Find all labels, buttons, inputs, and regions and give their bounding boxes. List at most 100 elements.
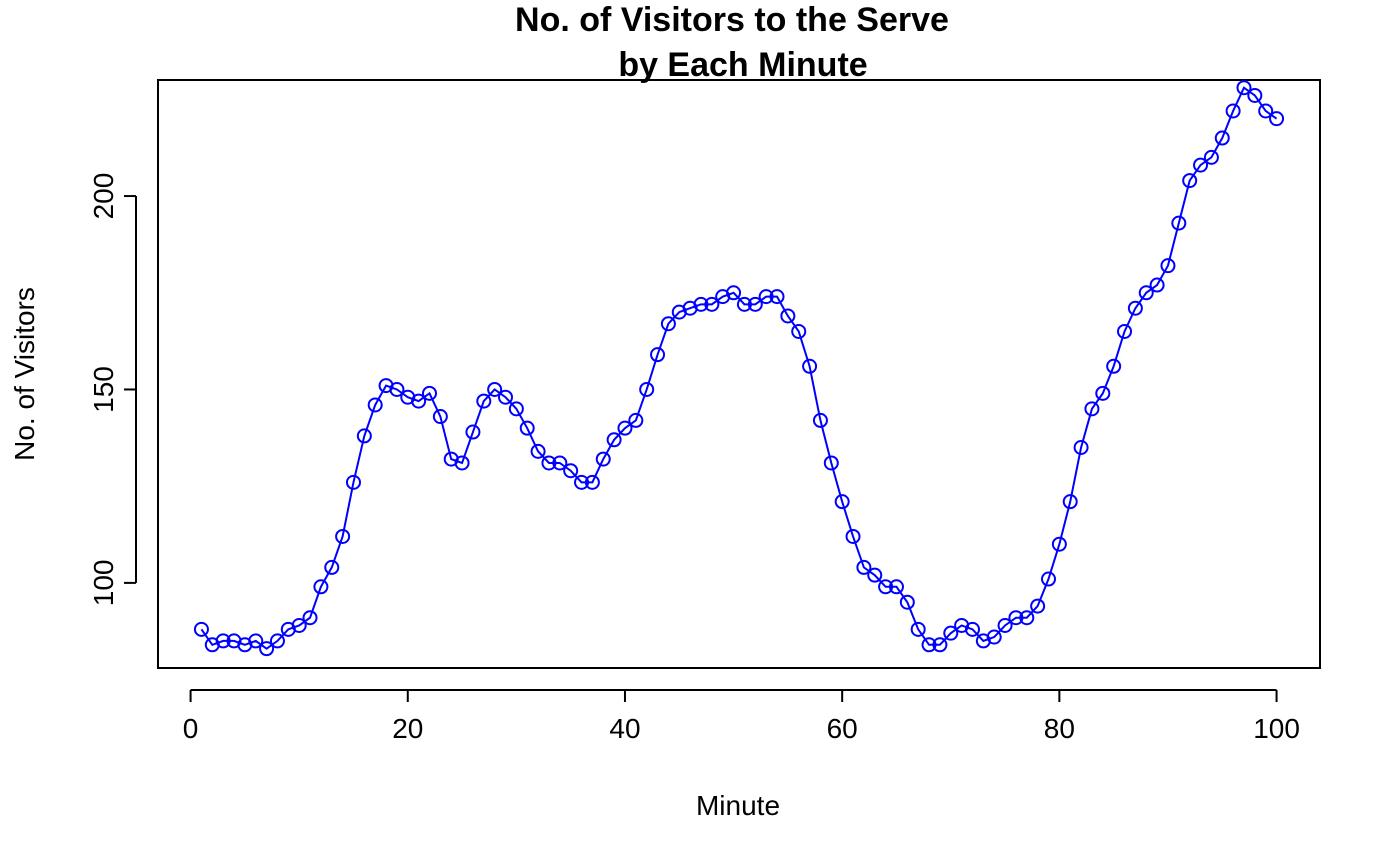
data-point [823,455,839,471]
data-point [1106,358,1122,374]
data-point [1117,323,1133,339]
x-tick-label: 40 [609,713,640,744]
data-point [878,579,894,595]
data-point [193,621,209,637]
data-point [259,641,275,657]
data-point [1030,598,1046,614]
series-layer [193,80,1285,657]
data-point [1214,130,1230,146]
data-point [856,559,872,575]
y-tick-label: 200 [88,173,119,220]
data-point [1041,571,1056,587]
data-point [921,637,937,653]
y-tick-label: 100 [88,560,119,607]
data-point [1095,385,1111,401]
x-axis-label: Minute [696,790,780,821]
x-axis: 0 20 40 60 80 100 [183,689,1300,744]
data-point [964,621,980,637]
x-tick-label: 20 [392,713,423,744]
y-axis: 100 150 200 [88,173,137,607]
data-point [411,393,427,409]
data-point [530,443,546,459]
data-point [595,451,611,467]
y-axis-label: No. of Visitors [9,287,40,461]
data-point [1073,440,1089,455]
data-point [291,617,307,633]
data-point [899,594,915,610]
data-point [1203,149,1219,165]
data-point [1236,80,1252,96]
data-point [1138,285,1154,301]
data-point [1225,103,1241,119]
data-point [1193,157,1209,173]
data-point [508,401,524,417]
data-point [1247,87,1263,103]
x-tick-label: 100 [1253,713,1300,744]
data-point [660,316,676,332]
data-point [1127,300,1143,316]
data-point [1019,610,1035,626]
data-point [867,567,883,583]
data-point [1171,215,1187,231]
x-tick-label: 60 [827,713,858,744]
y-tick-label: 150 [88,366,119,413]
data-point [769,289,785,305]
data-point [432,409,448,425]
data-point [313,579,329,595]
data-point [726,285,742,301]
data-point [910,621,926,637]
data-point [736,296,752,312]
data-point [1160,258,1176,274]
data-point [487,381,503,397]
data-point [269,633,285,649]
data-point [1084,401,1100,417]
chart-title-line-2: by Each Minute [618,46,867,84]
data-point [986,629,1002,645]
data-point [639,381,655,397]
data-point [1269,111,1285,127]
data-point [1182,173,1198,189]
data-point [812,412,828,428]
data-point [519,420,535,436]
data-point [617,420,633,436]
data-point [541,455,557,471]
x-tick-label: 80 [1044,713,1075,744]
data-point [1051,536,1067,552]
data-point [834,494,850,510]
data-point [791,323,807,339]
data-point [498,389,514,405]
data-point [367,397,383,413]
data-point [1008,610,1024,626]
data-point [888,579,904,595]
chart-title-line-1: No. of Visitors to the Serve [515,1,949,39]
data-point [1258,103,1274,119]
series-line [200,86,1278,650]
data-point [997,617,1013,633]
data-point [563,463,579,479]
data-point [606,432,622,448]
data-point [693,296,709,312]
data-point [454,455,470,471]
data-point [215,633,231,649]
data-point [324,559,340,575]
series-0 [193,80,1285,657]
data-point [574,474,590,490]
plot-frame [157,79,1321,669]
data-point [465,424,481,440]
x-tick-label: 0 [183,713,199,744]
data-point [704,296,720,312]
data-point [552,455,568,471]
data-point [584,474,600,490]
data-point [335,528,351,544]
data-point [628,412,644,428]
data-point [943,625,959,641]
data-point [476,393,492,409]
data-point [650,347,666,363]
data-point [422,385,437,401]
data-point [356,428,372,444]
data-point [780,308,796,324]
data-point [758,289,774,305]
data-point [845,528,861,544]
data-point [389,381,405,397]
